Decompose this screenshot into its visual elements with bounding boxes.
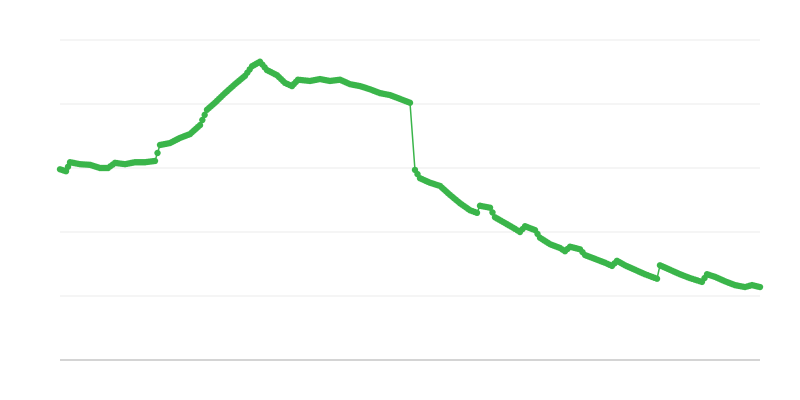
data-point xyxy=(151,157,159,165)
data-point xyxy=(154,149,161,157)
data-point xyxy=(756,283,764,291)
series-path xyxy=(59,60,761,288)
series-line xyxy=(56,58,764,291)
gridlines xyxy=(60,39,760,297)
data-point xyxy=(201,111,208,119)
data-point xyxy=(473,209,481,216)
data-point xyxy=(406,99,414,106)
data-point xyxy=(653,275,661,282)
data-point xyxy=(486,204,494,211)
data-point xyxy=(199,116,206,124)
data-point xyxy=(196,121,204,129)
data-point xyxy=(489,209,496,216)
